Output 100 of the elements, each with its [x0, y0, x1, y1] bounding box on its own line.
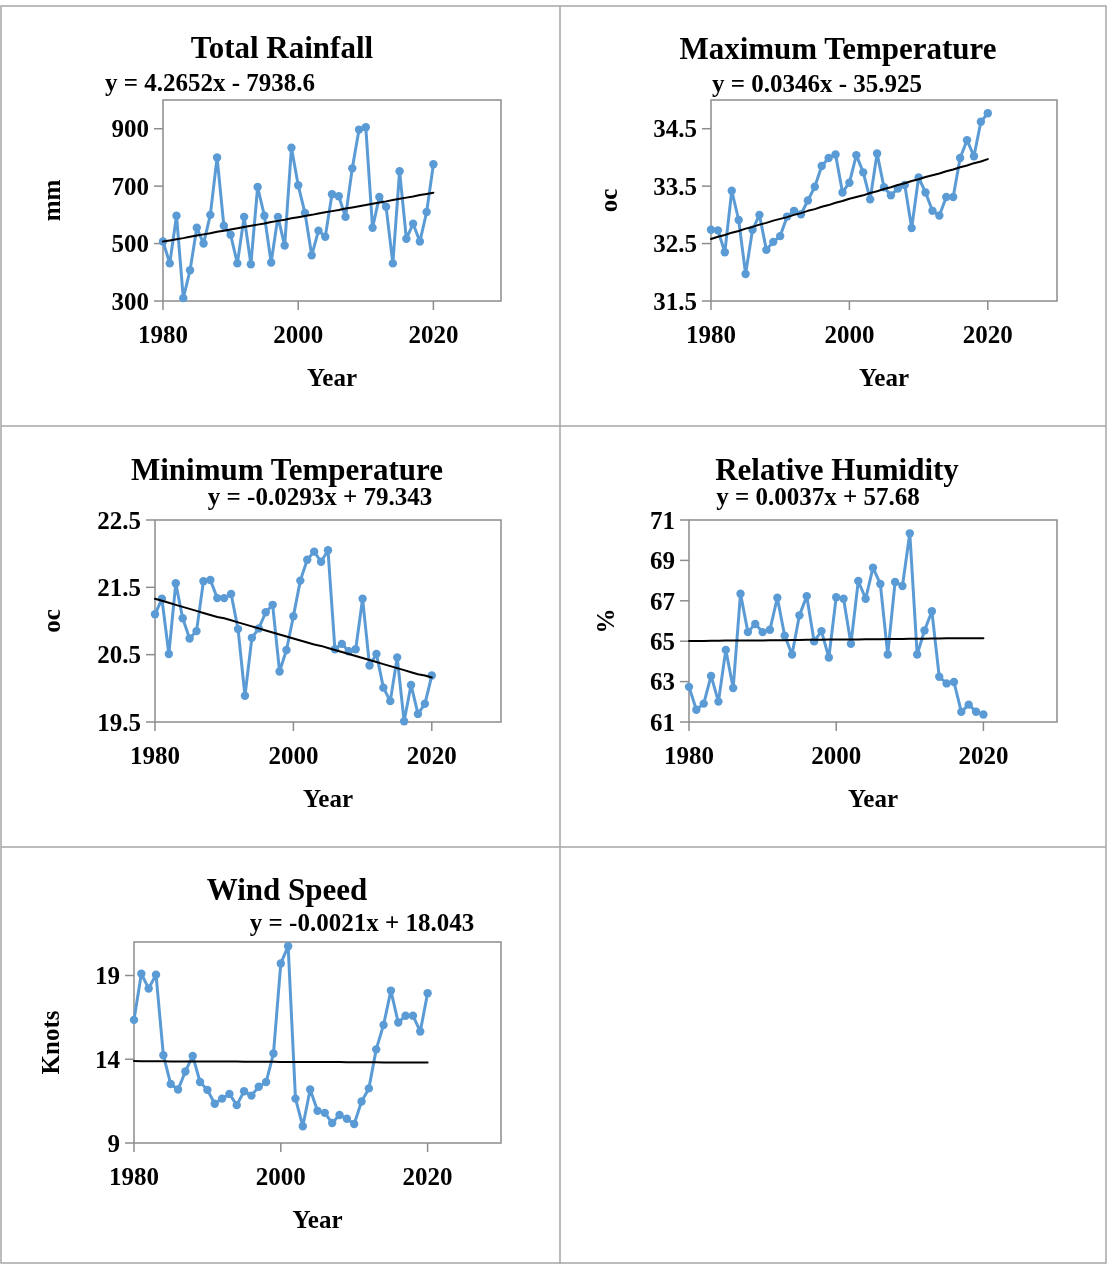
- x-tick-label: 2000: [268, 742, 319, 769]
- point: [212, 153, 222, 162]
- point: [375, 192, 384, 202]
- point: [351, 645, 360, 654]
- point: [342, 1114, 352, 1123]
- x-tick-label: 2020: [962, 321, 1013, 348]
- point: [949, 192, 958, 202]
- point: [287, 143, 296, 152]
- point: [928, 206, 937, 216]
- chart-title: Total Rainfall: [190, 30, 374, 65]
- y-tick-label: 20.5: [97, 641, 141, 669]
- point: [232, 1100, 241, 1110]
- point: [185, 634, 194, 643]
- point: [714, 697, 723, 706]
- point: [307, 251, 316, 260]
- point: [199, 239, 208, 248]
- point: [171, 579, 180, 588]
- point: [832, 592, 841, 602]
- x-tick-label: 1980: [686, 321, 736, 348]
- point: [762, 245, 771, 255]
- point: [192, 626, 201, 636]
- y-axis-title: %: [592, 608, 619, 634]
- point: [394, 1018, 403, 1027]
- point: [406, 680, 416, 690]
- point: [253, 182, 262, 192]
- point: [327, 1118, 337, 1128]
- y-tick-label: 22.5: [97, 506, 141, 534]
- point: [150, 610, 160, 619]
- point: [225, 1089, 234, 1099]
- point: [927, 607, 937, 616]
- point: [137, 969, 146, 978]
- point: [395, 167, 404, 176]
- y-tick-label: 31.5: [653, 287, 697, 315]
- point: [129, 1015, 139, 1025]
- y-tick-label: 67: [650, 587, 675, 615]
- point: [379, 683, 388, 692]
- point: [979, 710, 988, 719]
- point: [423, 989, 432, 998]
- x-tick-label: 2020: [408, 321, 459, 348]
- y-tick-label: 700: [111, 172, 149, 200]
- y-tick-label: 71: [650, 506, 675, 534]
- point: [393, 653, 402, 662]
- point: [364, 1084, 374, 1093]
- point: [206, 575, 215, 585]
- point: [303, 555, 312, 564]
- point: [868, 563, 878, 572]
- point: [217, 1094, 227, 1103]
- x-tick-label: 2020: [958, 742, 1009, 769]
- point: [282, 645, 291, 655]
- point: [831, 150, 840, 159]
- point: [976, 117, 986, 127]
- point: [361, 123, 370, 132]
- chart-title: Minimum Temperature: [131, 452, 443, 487]
- point: [348, 164, 357, 173]
- point: [949, 677, 959, 687]
- y-tick-label: 19: [95, 962, 120, 990]
- point: [296, 576, 305, 585]
- point: [298, 1122, 308, 1131]
- point: [280, 241, 289, 250]
- chart-subtitle: y = 4.2652x - 7938.6: [104, 69, 316, 96]
- chart-subtitle: y = -0.0021x + 18.043: [249, 909, 475, 936]
- point: [165, 259, 174, 268]
- point: [240, 691, 250, 700]
- point: [372, 1045, 381, 1054]
- point: [773, 593, 782, 602]
- point: [388, 259, 398, 268]
- point: [314, 226, 323, 235]
- point: [802, 591, 811, 601]
- point: [401, 1011, 410, 1020]
- point: [692, 705, 701, 714]
- point: [942, 679, 951, 688]
- chart-title: Wind Speed: [206, 872, 368, 907]
- point: [429, 160, 438, 169]
- point: [890, 577, 900, 587]
- point: [358, 594, 367, 603]
- y-tick-label: 69: [650, 547, 675, 575]
- y-tick-label: 500: [111, 230, 149, 258]
- point: [178, 614, 187, 623]
- point: [226, 589, 236, 599]
- point: [341, 212, 350, 222]
- point: [350, 1119, 359, 1129]
- point: [185, 266, 195, 275]
- point: [219, 221, 229, 230]
- point: [876, 579, 885, 589]
- point: [420, 699, 430, 709]
- point: [354, 125, 364, 134]
- point: [734, 215, 743, 225]
- y-tick-label: 63: [650, 668, 675, 696]
- point: [921, 188, 930, 197]
- point: [912, 650, 922, 659]
- point: [386, 986, 396, 995]
- point: [846, 639, 856, 649]
- y-tick-label: 19.5: [97, 708, 141, 736]
- point: [144, 984, 153, 993]
- chart-title: Maximum Temperature: [679, 31, 997, 66]
- point: [275, 667, 284, 676]
- point: [261, 608, 270, 617]
- point: [408, 219, 418, 228]
- point: [233, 624, 243, 634]
- y-tick-label: 9: [107, 1129, 120, 1157]
